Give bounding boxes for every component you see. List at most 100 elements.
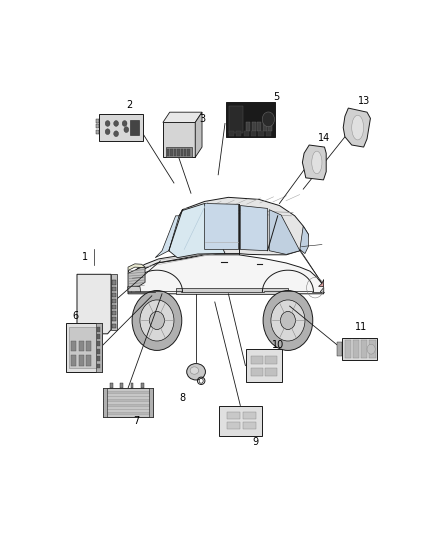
Bar bbox=[96, 130, 99, 134]
Ellipse shape bbox=[190, 367, 198, 374]
Bar bbox=[96, 327, 100, 332]
Circle shape bbox=[262, 290, 312, 350]
Bar bbox=[96, 356, 100, 361]
Bar bbox=[130, 383, 133, 388]
Bar bbox=[226, 422, 239, 429]
Bar bbox=[265, 368, 276, 376]
Bar bbox=[360, 341, 367, 358]
Bar bbox=[265, 356, 276, 365]
Circle shape bbox=[366, 344, 374, 354]
Text: 14: 14 bbox=[317, 133, 329, 143]
Bar bbox=[103, 388, 152, 417]
Bar bbox=[170, 149, 173, 156]
Bar bbox=[104, 413, 152, 414]
Circle shape bbox=[122, 120, 127, 126]
Bar bbox=[225, 102, 275, 137]
Bar bbox=[104, 402, 152, 404]
Circle shape bbox=[199, 378, 203, 383]
Bar bbox=[177, 149, 179, 156]
Polygon shape bbox=[268, 209, 299, 254]
Bar bbox=[341, 338, 376, 360]
Bar bbox=[344, 341, 350, 358]
Circle shape bbox=[105, 120, 110, 126]
Bar bbox=[104, 397, 152, 399]
Bar bbox=[226, 411, 239, 419]
Polygon shape bbox=[169, 204, 225, 257]
Circle shape bbox=[113, 131, 118, 136]
Bar bbox=[103, 388, 107, 417]
Bar bbox=[111, 324, 116, 328]
Text: 3: 3 bbox=[199, 115, 205, 124]
Bar bbox=[162, 123, 195, 157]
Bar bbox=[104, 415, 152, 417]
Circle shape bbox=[140, 300, 173, 341]
Bar bbox=[111, 280, 116, 285]
Bar bbox=[243, 132, 248, 135]
Circle shape bbox=[124, 127, 128, 133]
Polygon shape bbox=[318, 279, 323, 286]
Circle shape bbox=[105, 129, 110, 134]
Bar bbox=[166, 149, 169, 156]
Text: 5: 5 bbox=[272, 92, 279, 102]
Bar bbox=[111, 299, 116, 303]
Bar bbox=[258, 132, 263, 135]
Polygon shape bbox=[343, 108, 370, 147]
Bar bbox=[111, 311, 116, 316]
Bar bbox=[180, 149, 183, 156]
Bar bbox=[71, 341, 76, 351]
Polygon shape bbox=[169, 197, 307, 255]
Text: 2: 2 bbox=[126, 100, 133, 110]
Bar bbox=[104, 410, 152, 411]
Bar bbox=[251, 132, 255, 135]
Text: 13: 13 bbox=[357, 96, 370, 106]
Polygon shape bbox=[302, 145, 325, 180]
Polygon shape bbox=[128, 255, 323, 294]
Bar bbox=[352, 341, 358, 358]
Bar bbox=[148, 388, 152, 417]
Bar bbox=[69, 327, 96, 368]
Text: 1: 1 bbox=[82, 252, 88, 262]
Bar bbox=[251, 123, 255, 131]
Bar bbox=[95, 322, 102, 372]
Bar bbox=[243, 422, 255, 429]
Circle shape bbox=[270, 300, 304, 341]
Bar bbox=[104, 405, 152, 406]
Bar bbox=[96, 342, 100, 346]
Bar bbox=[130, 120, 139, 135]
Polygon shape bbox=[99, 114, 143, 141]
Bar bbox=[111, 305, 116, 309]
Bar bbox=[337, 342, 341, 357]
Bar bbox=[120, 383, 123, 388]
Ellipse shape bbox=[186, 364, 205, 380]
Bar bbox=[104, 394, 152, 396]
Bar bbox=[229, 106, 242, 133]
Text: 6: 6 bbox=[72, 311, 78, 321]
Bar bbox=[96, 349, 100, 354]
Polygon shape bbox=[240, 206, 267, 251]
Bar bbox=[219, 406, 261, 437]
Bar bbox=[104, 400, 152, 401]
Circle shape bbox=[261, 112, 274, 127]
Bar bbox=[368, 341, 374, 358]
Bar bbox=[111, 293, 116, 297]
Text: 9: 9 bbox=[252, 437, 258, 447]
Text: 8: 8 bbox=[179, 393, 185, 403]
Bar bbox=[86, 341, 91, 351]
Polygon shape bbox=[129, 251, 225, 281]
Bar bbox=[184, 149, 186, 156]
Text: 7: 7 bbox=[133, 416, 139, 426]
Polygon shape bbox=[175, 288, 287, 294]
Bar bbox=[111, 317, 116, 321]
Polygon shape bbox=[320, 288, 323, 294]
Bar bbox=[96, 119, 99, 123]
Circle shape bbox=[132, 290, 181, 350]
Bar bbox=[104, 392, 152, 393]
Bar bbox=[111, 274, 117, 330]
Polygon shape bbox=[128, 264, 145, 273]
Bar bbox=[71, 356, 76, 366]
Bar bbox=[96, 334, 100, 339]
Circle shape bbox=[113, 120, 118, 126]
Bar bbox=[78, 341, 84, 351]
Bar bbox=[268, 123, 272, 131]
Polygon shape bbox=[128, 267, 145, 288]
